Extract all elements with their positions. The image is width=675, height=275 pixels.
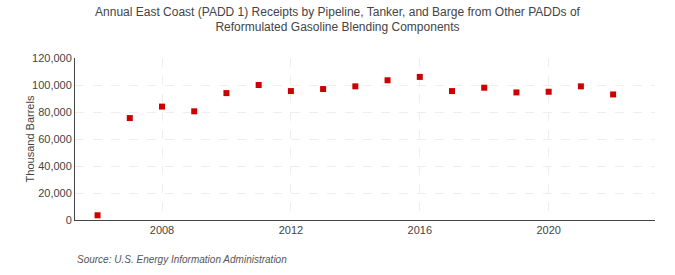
svg-text:0: 0 <box>66 214 72 226</box>
svg-text:Annual East Coast (PADD 1) Rec: Annual East Coast (PADD 1) Receipts by P… <box>95 5 581 35</box>
svg-text:2012: 2012 <box>279 224 303 236</box>
svg-text:120,000: 120,000 <box>32 52 72 64</box>
svg-text:2008: 2008 <box>150 224 174 236</box>
svg-text:Source: U.S. Energy Informatio: Source: U.S. Energy Information Administ… <box>77 254 287 265</box>
svg-text:100,000: 100,000 <box>32 79 72 91</box>
svg-text:Thousand Barrels: Thousand Barrels <box>24 95 36 182</box>
svg-text:40,000: 40,000 <box>38 160 72 172</box>
svg-text:2016: 2016 <box>408 224 432 236</box>
svg-text:20,000: 20,000 <box>38 187 72 199</box>
svg-text:2020: 2020 <box>536 224 560 236</box>
svg-text:60,000: 60,000 <box>38 133 72 145</box>
svg-text:80,000: 80,000 <box>38 106 72 118</box>
